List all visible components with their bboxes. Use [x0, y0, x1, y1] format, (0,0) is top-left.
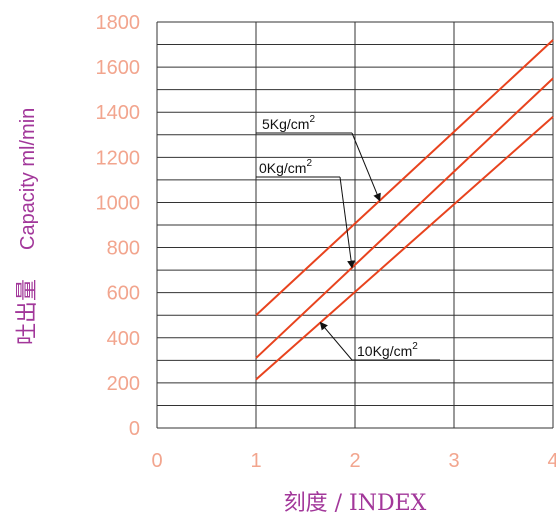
- y-tick-label: 400: [107, 328, 140, 350]
- y-tick-label: 1200: [96, 147, 141, 169]
- x-tick-label: 3: [448, 450, 459, 472]
- y-tick-label: 0: [129, 418, 140, 440]
- y-tick-label: 1400: [96, 102, 141, 124]
- y-tick-label: 800: [107, 238, 140, 260]
- x-tick-label: 0: [151, 450, 162, 472]
- annotations: 5Kg/cm2 0Kg/cm2 10Kg/cm2: [256, 114, 440, 361]
- x-tick-label: 4: [547, 450, 556, 472]
- label-arrow: [319, 321, 353, 361]
- y-tick-label: 1800: [96, 12, 141, 34]
- series-label: 0Kg/cm2: [259, 158, 312, 176]
- y-axis-label-en: Capacity ml/min: [17, 108, 39, 250]
- series-label: 10Kg/cm2: [357, 341, 418, 359]
- x-tick-label: 1: [250, 450, 261, 472]
- y-tick-label: 1600: [96, 57, 141, 79]
- series-lines: [255, 39, 554, 381]
- y-axis-label-jp: 吐出量: [15, 279, 40, 345]
- y-tick-label: 1000: [96, 192, 141, 214]
- series-line: [255, 77, 554, 359]
- series-line: [255, 115, 554, 381]
- x-tick-label: 2: [349, 450, 360, 472]
- series-label: 5Kg/cm2: [262, 114, 315, 132]
- grid: [156, 21, 554, 429]
- y-tick-label: 600: [107, 283, 140, 305]
- series-line: [255, 39, 554, 316]
- x-axis-label: 刻度 / INDEX: [284, 491, 427, 516]
- label-arrow: [351, 132, 381, 202]
- tick-labels: 0 200 400 600 800 1000 1200 1400 1600 1800 0 1 2 3 4: [96, 12, 556, 472]
- label-arrow: [339, 176, 356, 269]
- y-tick-label: 200: [107, 373, 140, 395]
